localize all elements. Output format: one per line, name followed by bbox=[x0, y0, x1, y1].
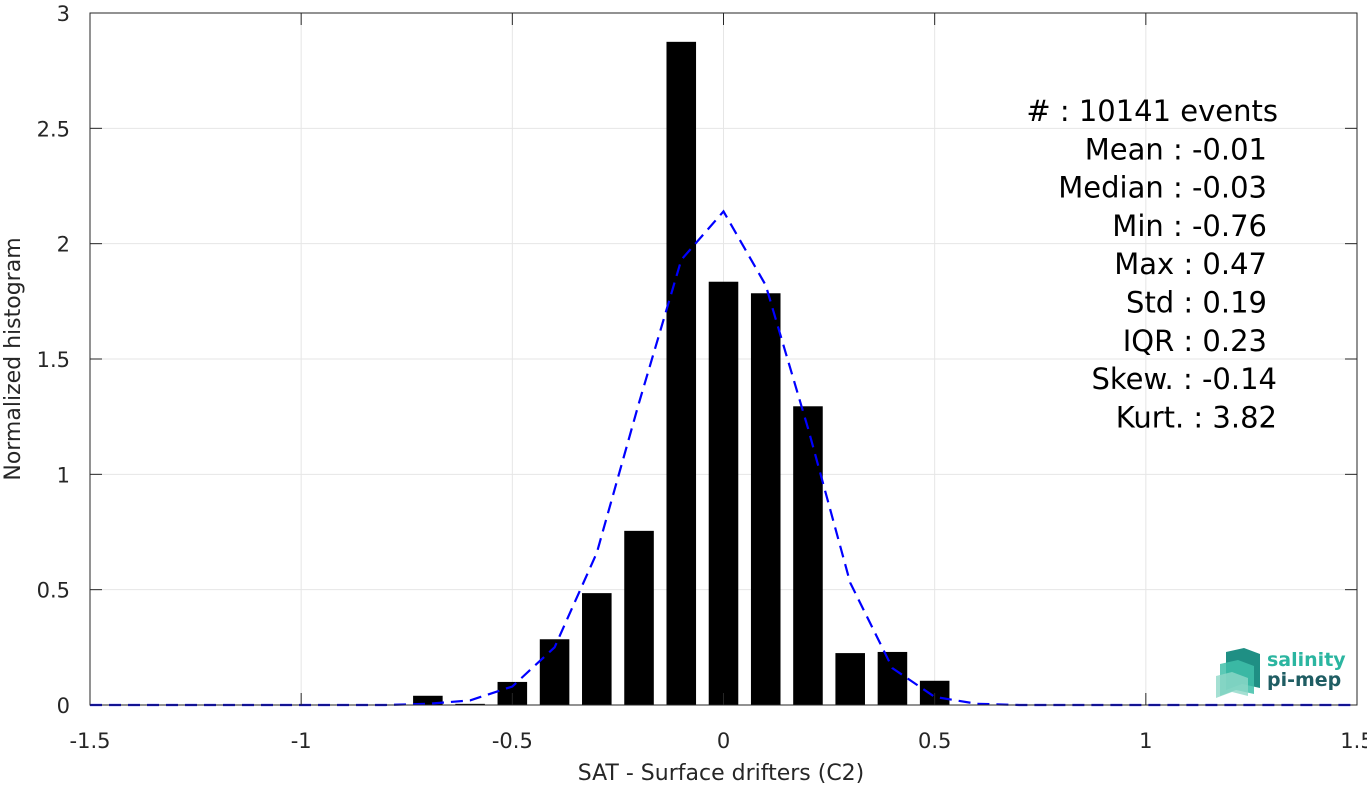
stat-line: Std : 0.19 bbox=[1126, 286, 1267, 320]
salinity-pimep-logo: salinity pi-mep bbox=[1216, 648, 1346, 698]
y-tick-label: 0.5 bbox=[37, 579, 70, 603]
x-tick-label: -0.5 bbox=[492, 729, 533, 753]
y-tick-labels: 0 0.5 1 1.5 2 2.5 3 bbox=[37, 2, 70, 718]
x-axis-label: SAT - Surface drifters (C2) bbox=[578, 761, 865, 785]
histogram-bar bbox=[624, 530, 654, 705]
histogram-bar bbox=[413, 695, 443, 705]
histogram-bar bbox=[793, 406, 823, 705]
y-tick-label: 1.5 bbox=[37, 348, 70, 372]
y-tick-label: 2.5 bbox=[37, 117, 70, 141]
stats-box: # : 10141 events Mean : -0.01 Median : -0.… bbox=[1026, 94, 1278, 434]
y-tick-label: 2 bbox=[57, 233, 70, 257]
axis-ticks bbox=[89, 12, 1358, 706]
stat-line: Mean : -0.01 bbox=[1085, 132, 1267, 166]
x-tick-label: 1 bbox=[1139, 729, 1152, 753]
histogram-bar bbox=[666, 41, 697, 706]
y-tick-label: 0 bbox=[57, 694, 70, 718]
y-tick-label: 1 bbox=[57, 463, 70, 487]
x-tick-label: 0 bbox=[717, 729, 730, 753]
x-tick-label: 1.5 bbox=[1340, 729, 1367, 753]
x-tick-labels: -1.5 -1 -0.5 0 0.5 1 1.5 bbox=[70, 729, 1367, 753]
y-axis-label: Normalized histogram bbox=[1, 237, 26, 480]
histogram-bar bbox=[835, 653, 865, 705]
logo-text-salinity: salinity bbox=[1267, 649, 1346, 671]
histogram-bar bbox=[877, 651, 908, 705]
stat-line: Skew. : -0.14 bbox=[1091, 362, 1277, 396]
stat-line: Median : -0.03 bbox=[1058, 171, 1267, 205]
histogram-bar bbox=[539, 639, 570, 705]
histogram-bar bbox=[708, 281, 739, 705]
y-tick-label: 3 bbox=[57, 2, 70, 26]
logo-mark-icon bbox=[1216, 648, 1260, 698]
histogram-bars bbox=[413, 41, 950, 706]
histogram-bar bbox=[455, 703, 485, 705]
stat-line: IQR : 0.23 bbox=[1123, 324, 1267, 358]
x-tick-label: -1.5 bbox=[70, 729, 111, 753]
stat-line: Min : -0.76 bbox=[1112, 209, 1267, 243]
logo-text-pimep: pi-mep bbox=[1267, 669, 1341, 691]
stat-line: # : 10141 events bbox=[1026, 94, 1278, 128]
histogram-bar bbox=[750, 293, 781, 705]
x-tick-label: 0.5 bbox=[918, 729, 951, 753]
x-tick-label: -1 bbox=[291, 729, 312, 753]
stat-line: Kurt. : 3.82 bbox=[1116, 400, 1277, 434]
stat-line: Max : 0.47 bbox=[1114, 247, 1267, 281]
histogram-bar bbox=[582, 593, 612, 705]
